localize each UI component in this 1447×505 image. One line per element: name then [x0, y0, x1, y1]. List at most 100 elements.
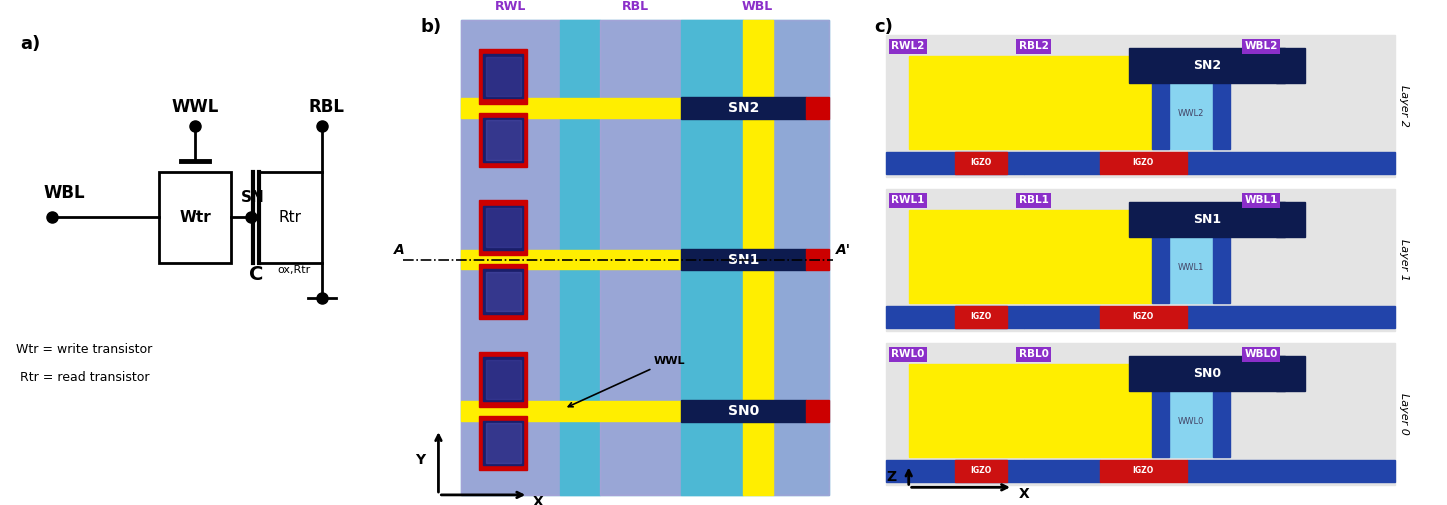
Bar [483, 421, 522, 465]
Bar [1187, 306, 1395, 328]
Bar [460, 401, 744, 421]
Bar [460, 192, 829, 328]
Bar [886, 189, 1395, 331]
Text: SN: SN [240, 189, 265, 205]
Bar [159, 172, 232, 263]
Bar [1213, 210, 1230, 303]
Text: SN2: SN2 [728, 101, 760, 115]
Text: c): c) [874, 18, 893, 36]
Text: Wtr: Wtr [179, 210, 211, 225]
Text: WBL0: WBL0 [1244, 349, 1278, 360]
Text: SN0: SN0 [728, 404, 760, 418]
Bar [560, 20, 601, 495]
Bar [483, 357, 522, 401]
Bar [1276, 202, 1305, 237]
Bar [483, 206, 522, 250]
Bar [1100, 460, 1187, 482]
Bar [1024, 306, 1100, 328]
Text: RBL2: RBL2 [1019, 41, 1049, 52]
Text: WWL0: WWL0 [1178, 417, 1204, 426]
Bar [680, 97, 806, 119]
Text: $\mathbf{C}$: $\mathbf{C}$ [247, 265, 263, 284]
Text: RBL0: RBL0 [1019, 349, 1049, 360]
Bar [1276, 356, 1305, 391]
Bar [680, 249, 806, 270]
Bar [460, 40, 829, 177]
Text: WBL: WBL [43, 184, 85, 202]
Bar [1100, 306, 1187, 328]
Bar [601, 20, 680, 495]
Text: RWL1: RWL1 [891, 195, 925, 206]
Text: RWL2: RWL2 [891, 41, 925, 52]
Text: X: X [532, 495, 544, 505]
Bar [886, 460, 1024, 482]
Bar [486, 272, 521, 311]
Bar [1152, 56, 1169, 149]
Bar [483, 118, 522, 162]
Bar [460, 98, 744, 118]
Bar [479, 200, 527, 255]
Text: IGZO: IGZO [1133, 467, 1153, 475]
Bar [1152, 210, 1169, 303]
Text: IGZO: IGZO [971, 467, 991, 475]
Bar [1100, 152, 1187, 174]
Text: Layer 1: Layer 1 [1399, 239, 1408, 281]
Text: WBL1: WBL1 [1244, 195, 1278, 206]
Bar [1169, 56, 1213, 149]
Text: WWL: WWL [171, 98, 218, 116]
Text: Y: Y [415, 452, 425, 467]
Text: IGZO: IGZO [971, 159, 991, 167]
Bar [1129, 202, 1285, 237]
Text: Layer 2: Layer 2 [1399, 85, 1408, 127]
Bar [460, 343, 829, 480]
Text: Layer 0: Layer 0 [1399, 393, 1408, 435]
Text: WBL2: WBL2 [1244, 41, 1278, 52]
Bar [886, 35, 1395, 177]
Text: IGZO: IGZO [1133, 159, 1153, 167]
Text: SN1: SN1 [728, 252, 760, 267]
Text: Wtr = write transistor: Wtr = write transistor [16, 343, 152, 357]
Text: SN2: SN2 [1192, 59, 1221, 72]
Text: A': A' [835, 243, 851, 257]
Bar [483, 54, 522, 98]
Bar [744, 20, 773, 495]
Bar [483, 269, 522, 314]
Text: IGZO: IGZO [1133, 313, 1153, 321]
Bar [886, 343, 1395, 485]
Bar [909, 56, 1152, 149]
Bar [955, 306, 1007, 328]
Bar [486, 120, 521, 160]
Bar [1169, 364, 1213, 457]
Bar [1213, 364, 1230, 457]
Bar [479, 352, 527, 407]
Text: Rtr = read transistor: Rtr = read transistor [16, 371, 149, 384]
Bar [460, 20, 829, 495]
Text: WWL1: WWL1 [1178, 263, 1204, 272]
Text: WWL: WWL [569, 356, 686, 407]
Text: RBL: RBL [622, 0, 650, 13]
Bar [479, 49, 527, 104]
Text: RBL: RBL [308, 98, 344, 116]
Text: SN0: SN0 [1192, 367, 1221, 380]
Bar [486, 57, 521, 96]
Bar [680, 20, 744, 495]
Bar [486, 360, 521, 399]
Text: IGZO: IGZO [971, 313, 991, 321]
Bar [1024, 152, 1100, 174]
Bar [886, 152, 1024, 174]
Bar [486, 423, 521, 463]
Bar [460, 20, 560, 495]
Text: Rtr: Rtr [279, 210, 302, 225]
Bar [479, 416, 527, 470]
Bar [1187, 460, 1395, 482]
Text: a): a) [20, 35, 41, 54]
Bar [1169, 210, 1213, 303]
Bar [886, 306, 1024, 328]
Bar [680, 400, 806, 422]
Text: WWL2: WWL2 [1178, 109, 1204, 118]
Text: WBL: WBL [741, 0, 773, 13]
Bar [1187, 152, 1395, 174]
Text: b): b) [421, 18, 441, 36]
Text: SN1: SN1 [1192, 213, 1221, 226]
Bar [1024, 460, 1100, 482]
